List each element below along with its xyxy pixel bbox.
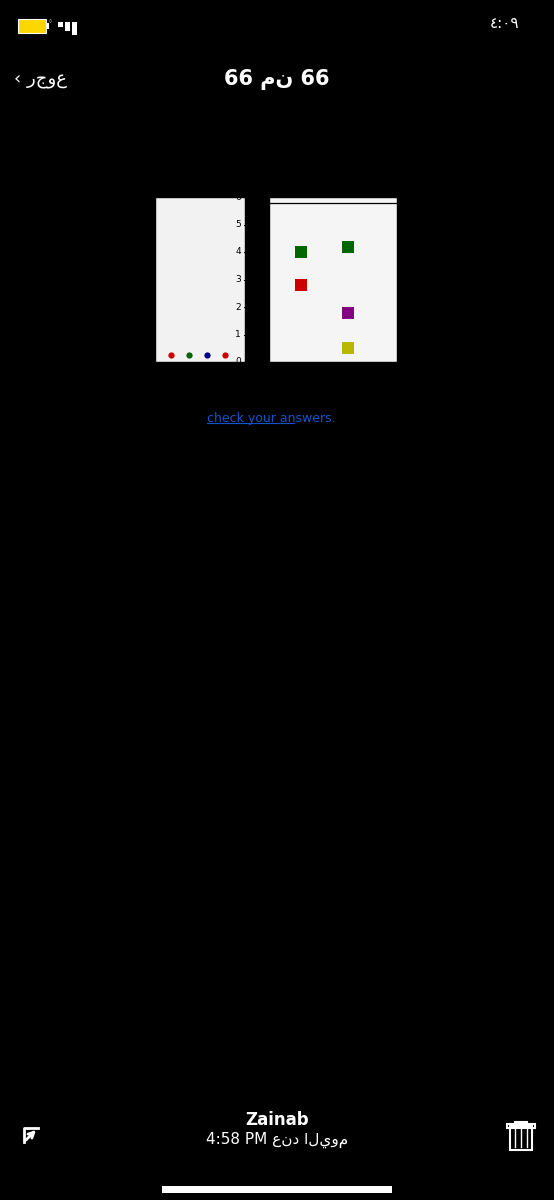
Text: 6: 6 bbox=[235, 192, 241, 202]
Text: ² Are there other components in the sample?: ² Are there other components in the samp… bbox=[14, 464, 296, 476]
Text: Answer the following questions and then: Answer the following questions and then bbox=[14, 412, 273, 425]
Bar bbox=[269, 197, 397, 362]
Text: this, the mixture was analyzed by thin layer chromatography. In this experiment : this, the mixture was analyzed by thin l… bbox=[14, 145, 554, 158]
Text: It was suspected that a particular mixture contained three components: X, Y and : It was suspected that a particular mixtu… bbox=[14, 128, 554, 140]
Text: X: X bbox=[168, 366, 174, 374]
Text: solvent front: solvent front bbox=[402, 192, 460, 200]
Text: after: after bbox=[321, 382, 346, 392]
Text: ‹ رجوع: ‹ رجوع bbox=[13, 71, 66, 89]
Text: 5: 5 bbox=[235, 220, 241, 229]
Text: check your answers.: check your answers. bbox=[207, 412, 335, 425]
Text: 2: 2 bbox=[235, 302, 241, 312]
Text: 4: 4 bbox=[235, 247, 241, 257]
Text: solvent was used with a polar stationary phase. The following results were obtai: solvent was used with a polar stationary… bbox=[14, 162, 516, 175]
Text: Y: Y bbox=[187, 366, 192, 374]
Bar bbox=[46, 23, 49, 29]
Bar bbox=[58, 22, 63, 26]
Text: ◦: ◦ bbox=[48, 18, 53, 26]
Text: sample: sample bbox=[210, 366, 240, 374]
Text: ¹ Which suspected components (X, Y or Z) are present in the sample?: ¹ Which suspected components (X, Y or Z)… bbox=[14, 442, 450, 455]
Text: 4:58 PM عند اليوم: 4:58 PM عند اليوم bbox=[206, 1132, 348, 1148]
Text: Zainab: Zainab bbox=[245, 1111, 309, 1129]
Bar bbox=[162, 1186, 392, 1193]
Text: 0: 0 bbox=[235, 358, 241, 366]
Text: Z: Z bbox=[340, 366, 346, 374]
Text: Y: Y bbox=[314, 366, 319, 374]
Text: cm: cm bbox=[246, 179, 260, 188]
Text: origin line: origin line bbox=[402, 364, 448, 373]
Text: 66 من 66: 66 من 66 bbox=[224, 70, 330, 90]
Text: before: before bbox=[183, 382, 217, 392]
Text: ⁴ Which of the suspected components is the most polar? the least: ⁴ Which of the suspected components is t… bbox=[14, 508, 427, 521]
Bar bbox=[515, 1122, 527, 1126]
Bar bbox=[65, 22, 70, 31]
Text: Z: Z bbox=[204, 366, 210, 374]
Bar bbox=[510, 1126, 532, 1150]
Text: polar?: polar? bbox=[14, 530, 69, 542]
Bar bbox=[72, 22, 77, 35]
Text: X: X bbox=[285, 366, 291, 374]
Bar bbox=[18, 19, 46, 32]
Text: sample: sample bbox=[358, 366, 389, 374]
Bar bbox=[155, 197, 245, 362]
Text: 1: 1 bbox=[235, 330, 241, 338]
Text: ٤:٠۹: ٤:٠۹ bbox=[490, 16, 520, 30]
Text: ³ What is the Rf value of the unidentified component?: ³ What is the Rf value of the unidentifi… bbox=[14, 486, 351, 499]
Text: 3: 3 bbox=[235, 275, 241, 284]
Bar bbox=[507, 1124, 535, 1128]
